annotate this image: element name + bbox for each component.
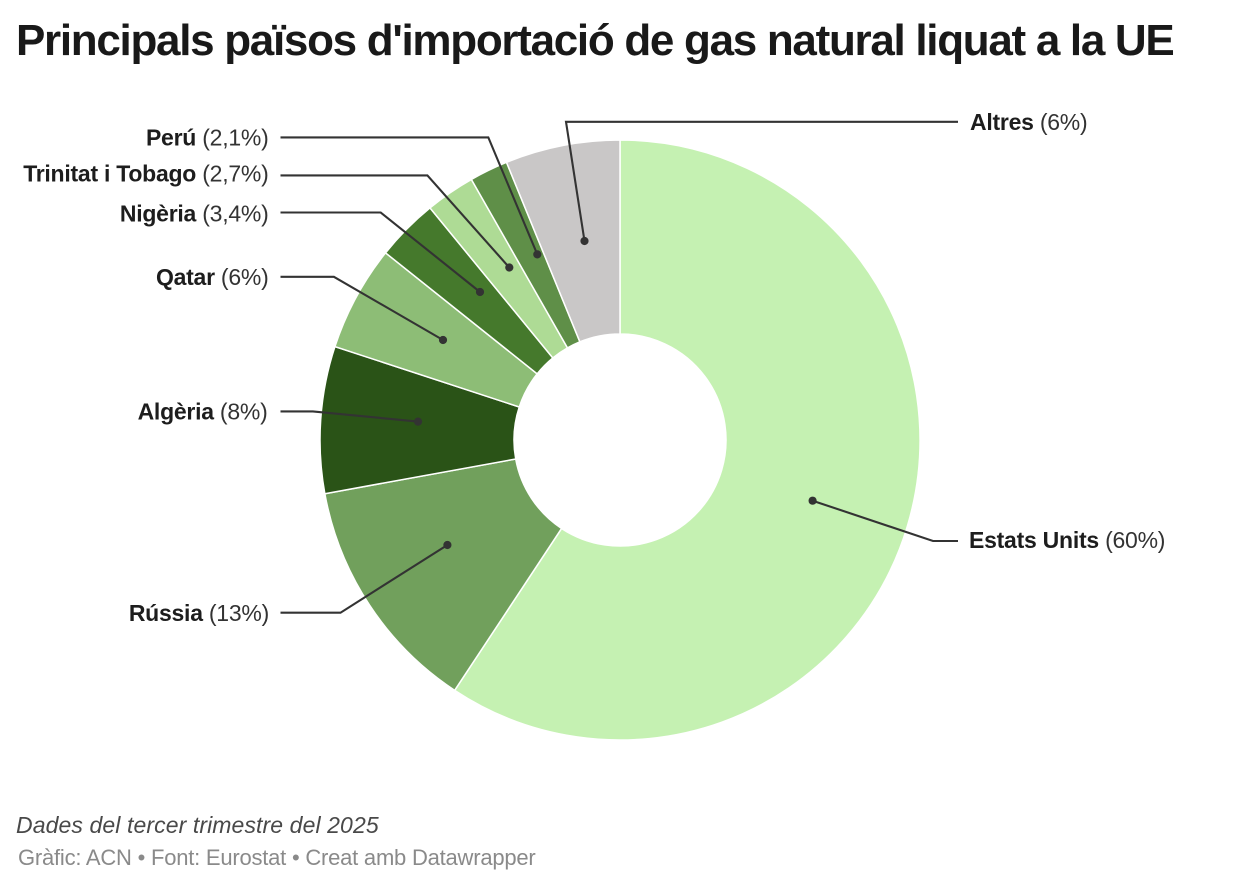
- svg-text:Estats Units (60%): Estats Units (60%): [969, 527, 1165, 553]
- svg-text:Qatar (6%): Qatar (6%): [156, 264, 269, 290]
- svg-text:Perú (2,1%): Perú (2,1%): [146, 125, 269, 151]
- svg-text:Nigèria (3,4%): Nigèria (3,4%): [120, 201, 269, 227]
- svg-text:Altres (6%): Altres (6%): [970, 109, 1087, 135]
- svg-text:Rússia (13%): Rússia (13%): [129, 600, 269, 626]
- svg-text:Trinitat i Tobago (2,7%): Trinitat i Tobago (2,7%): [23, 161, 268, 187]
- svg-text:Algèria (8%): Algèria (8%): [138, 399, 268, 425]
